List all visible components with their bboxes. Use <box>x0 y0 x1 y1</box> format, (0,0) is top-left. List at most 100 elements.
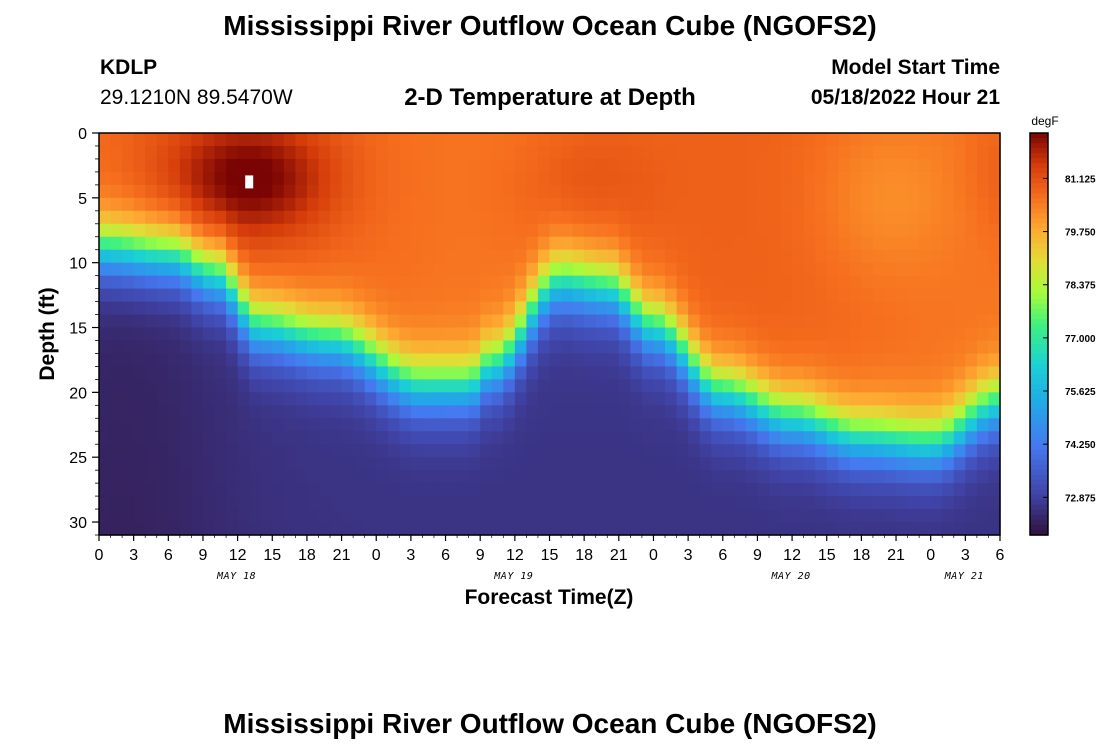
heatmap-cell <box>768 262 782 277</box>
heatmap-cell <box>953 431 966 445</box>
heatmap-cell <box>699 327 712 342</box>
heatmap-cell <box>526 431 539 445</box>
heatmap-cell <box>99 262 112 277</box>
heatmap-cell <box>549 418 562 432</box>
heatmap-cell <box>722 405 735 419</box>
heatmap-cell <box>214 418 227 432</box>
colorbar-segment <box>1030 258 1048 265</box>
heatmap-cell <box>168 145 181 160</box>
heatmap-cell <box>318 457 331 471</box>
heatmap-cell <box>295 483 308 497</box>
heatmap-cell <box>110 366 123 380</box>
heatmap-cell <box>433 223 447 238</box>
heatmap-cell <box>526 210 539 225</box>
heatmap-cell <box>457 327 470 342</box>
heatmap-cell <box>145 457 158 471</box>
heatmap-cell <box>491 353 504 368</box>
heatmap-cell <box>988 210 1001 225</box>
heatmap-cell <box>618 483 631 497</box>
heatmap-cell <box>792 288 805 303</box>
heatmap-cell <box>306 145 320 160</box>
heatmap-cell <box>491 366 504 380</box>
heatmap-cell <box>572 197 585 212</box>
heatmap-cell <box>919 210 932 225</box>
heatmap-cell <box>965 301 978 316</box>
heatmap-cell <box>318 470 331 484</box>
x-tick-label: 6 <box>718 547 727 564</box>
heatmap-cell <box>110 262 123 277</box>
heatmap-cell <box>757 171 770 186</box>
heatmap-cell <box>445 405 458 419</box>
heatmap-cell <box>792 470 805 484</box>
heatmap-cell <box>953 470 966 484</box>
heatmap-cell <box>122 509 135 523</box>
heatmap-cell <box>965 314 978 329</box>
heatmap-cell <box>191 340 204 355</box>
colorbar-segment <box>1030 334 1048 340</box>
heatmap-cell <box>179 509 193 523</box>
heatmap-cell <box>364 392 377 406</box>
heatmap-cell <box>283 418 296 432</box>
heatmap-cell <box>168 353 181 368</box>
heatmap-cell <box>422 145 435 160</box>
heatmap-cell <box>572 314 585 329</box>
heatmap-cell <box>156 210 169 225</box>
heatmap-cell <box>537 522 551 536</box>
heatmap-cell <box>549 275 562 290</box>
heatmap-cell <box>861 392 874 406</box>
heatmap-cell <box>422 236 435 251</box>
heatmap-cell <box>468 133 481 147</box>
heatmap-cell <box>249 366 262 380</box>
heatmap-cell <box>237 470 250 484</box>
heatmap-cell <box>341 431 354 445</box>
heatmap-cell <box>156 184 169 199</box>
heatmap-cell <box>641 236 655 251</box>
heatmap-cell <box>249 223 262 238</box>
x-tick-label: 6 <box>996 547 1005 564</box>
heatmap-cell <box>295 262 308 277</box>
heatmap-cell <box>607 509 620 523</box>
heatmap-cell <box>768 340 782 355</box>
heatmap-cell <box>630 223 643 238</box>
heatmap-cell <box>214 340 227 355</box>
heatmap-cell <box>457 236 470 251</box>
heatmap-cell <box>468 366 481 380</box>
heatmap-cell <box>734 418 747 432</box>
heatmap-cell <box>942 444 955 458</box>
heatmap-cell <box>156 288 169 303</box>
heatmap-cell <box>341 275 354 290</box>
heatmap-cell <box>433 288 447 303</box>
heatmap-cell <box>260 145 273 160</box>
heatmap-cell <box>526 340 539 355</box>
heatmap-cell <box>676 418 689 432</box>
heatmap-cell <box>295 145 308 160</box>
heatmap-cell <box>549 470 562 484</box>
heatmap-cell <box>976 236 990 251</box>
heatmap-cell <box>930 288 943 303</box>
heatmap-cell <box>249 444 262 458</box>
heatmap-cell <box>445 379 458 393</box>
heatmap-cell <box>226 184 239 199</box>
heatmap-cell <box>988 418 1001 432</box>
heatmap-cell <box>122 340 135 355</box>
colorbar-segment <box>1030 364 1048 370</box>
colorbar-segment <box>1030 228 1048 235</box>
heatmap-cell <box>410 327 424 342</box>
heatmap-cell <box>688 249 701 264</box>
heatmap-cell <box>722 483 735 497</box>
heatmap-cell <box>711 184 724 199</box>
heatmap-cell <box>364 457 377 471</box>
heatmap-cell <box>457 158 470 173</box>
heatmap-cell <box>872 496 886 510</box>
heatmap-cell <box>422 249 435 264</box>
heatmap-cell <box>537 509 551 523</box>
heatmap-cell <box>306 470 320 484</box>
heatmap-cell <box>410 249 424 264</box>
heatmap-cell <box>503 275 516 290</box>
heatmap-cell <box>387 327 400 342</box>
heatmap-cell <box>988 223 1001 238</box>
heatmap-cell <box>480 171 493 186</box>
heatmap-cell <box>364 418 377 432</box>
heatmap-cell <box>237 366 250 380</box>
heatmap-cell <box>919 236 932 251</box>
